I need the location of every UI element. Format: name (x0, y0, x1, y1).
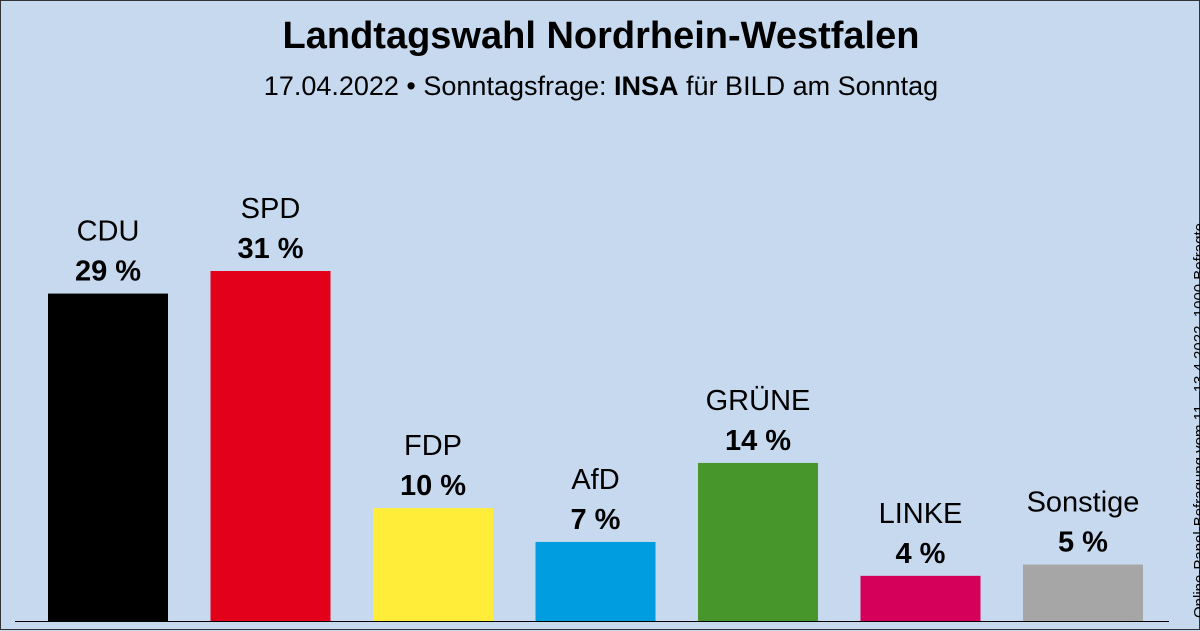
bar-spd (210, 271, 331, 621)
value-label-afd: 7 % (571, 504, 621, 536)
survey-note: Online-Panel-Befragung vom 11.–13.4.2022… (1191, 223, 1200, 618)
chart-subtitle: 17.04.2022 • Sonntagsfrage: INSA für BIL… (1, 71, 1200, 102)
subtitle-date-question: 17.04.2022 • Sonntagsfrage: (263, 71, 615, 101)
party-label-gruene: GRÜNE (706, 385, 811, 417)
bar-gruene (698, 462, 818, 621)
value-label-spd: 31 % (237, 233, 303, 265)
party-label-fdp: FDP (404, 430, 462, 462)
chart-title: Landtagswahl Nordrhein-Westfalen (282, 15, 920, 57)
bar-fdp (373, 508, 493, 621)
subtitle-institute: INSA (614, 71, 679, 101)
value-label-linke: 4 % (896, 538, 946, 570)
value-label-gruene: 14 % (725, 425, 791, 457)
bar-cdu (48, 293, 168, 621)
party-label-linke: LINKE (879, 498, 963, 530)
bar-linke (860, 575, 981, 621)
value-label-sonstige: 5 % (1058, 527, 1108, 559)
bar-afd (535, 541, 656, 621)
party-label-afd: AfD (571, 464, 619, 496)
party-label-cdu: CDU (77, 216, 140, 248)
value-label-fdp: 10 % (400, 470, 466, 502)
subtitle-client: für BILD am Sonntag (678, 71, 939, 101)
party-label-spd: SPD (241, 193, 301, 225)
bar-sonstige (1023, 564, 1143, 621)
party-label-sonstige: Sonstige (1027, 487, 1140, 519)
value-label-cdu: 29 % (75, 256, 141, 288)
